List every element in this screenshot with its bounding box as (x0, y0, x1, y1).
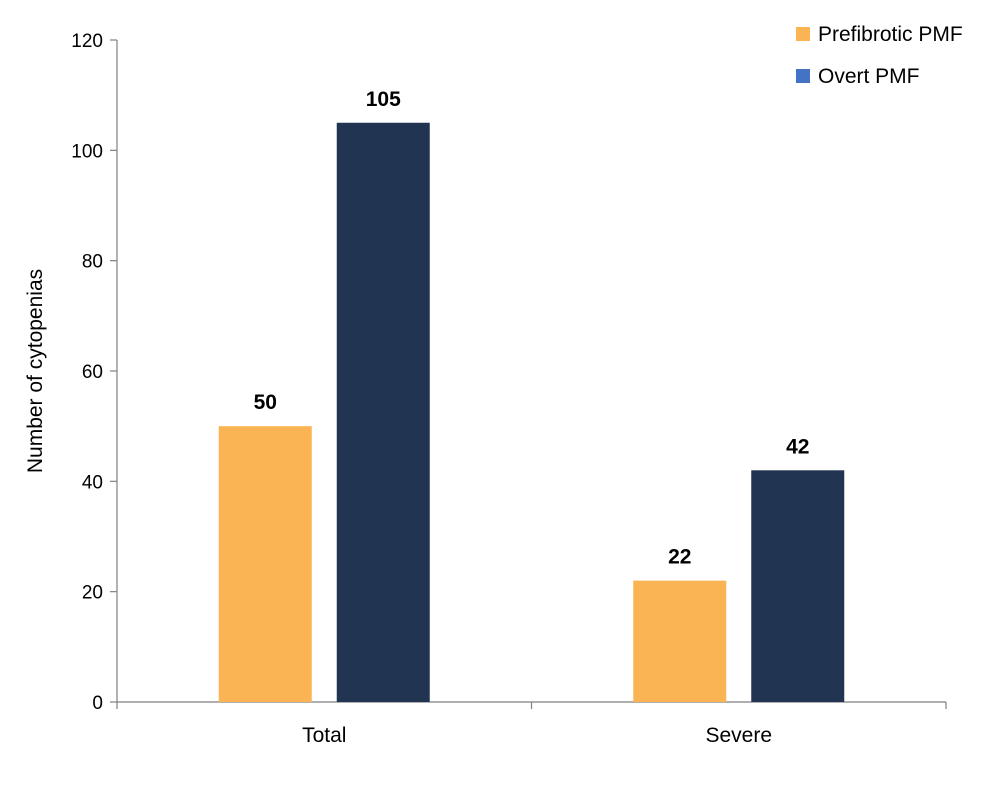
legend-swatch (796, 69, 810, 83)
y-tick-label: 0 (92, 693, 103, 714)
y-tick-label: 60 (82, 362, 103, 383)
y-tick-label: 120 (71, 31, 103, 52)
y-tick-label: 20 (82, 583, 103, 604)
data-label: 105 (366, 88, 401, 111)
data-label: 22 (668, 546, 691, 569)
x-category-label: Severe (705, 724, 772, 747)
y-axis: 0 20 40 60 80 100 120 (71, 31, 118, 714)
bars (218, 122, 845, 702)
legend-swatch (796, 27, 810, 41)
x-axis: Total Severe (116, 701, 947, 747)
x-category-label: Total (302, 724, 346, 747)
bar (751, 470, 845, 702)
legend-label: Prefibrotic PMF (818, 23, 963, 46)
bar (633, 580, 727, 702)
legend: Prefibrotic PMF Overt PMF (796, 23, 963, 88)
y-tick-label: 80 (82, 252, 103, 273)
legend-label: Overt PMF (818, 65, 920, 88)
value-labels: 50 105 22 42 (254, 88, 810, 569)
data-label: 50 (254, 391, 277, 414)
bar (336, 122, 430, 702)
y-tick-label: 40 (82, 472, 103, 493)
y-axis-title: Number of cytopenias (24, 269, 47, 473)
y-tick-label: 100 (71, 141, 103, 162)
data-label: 42 (786, 435, 809, 458)
bar (218, 426, 312, 702)
